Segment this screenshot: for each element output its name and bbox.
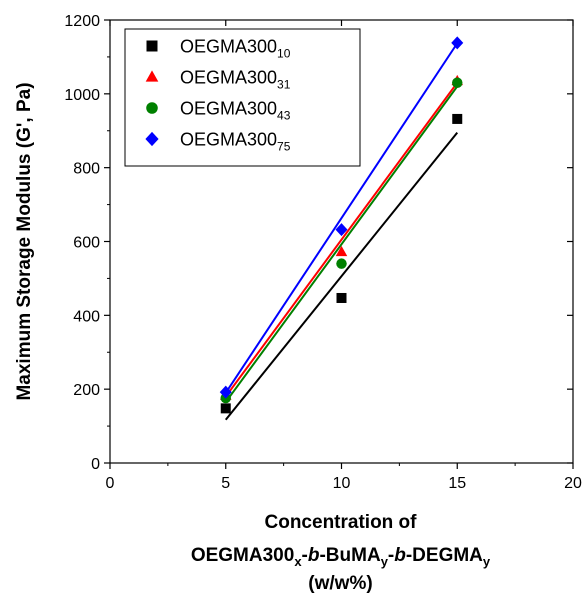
fit-line-10 — [224, 131, 459, 421]
x-tick-label: 20 — [564, 475, 582, 492]
x-tick-labels: 0 5 10 15 20 — [106, 475, 582, 492]
x-axis-title: Concentration of OEGMA300x-b-BuMAy-b-DEGM… — [191, 512, 491, 593]
fit-line-43 — [224, 85, 459, 403]
data-point-10 — [336, 292, 347, 303]
y-tick-label: 1200 — [64, 13, 100, 30]
data-point-10 — [452, 113, 463, 124]
y-tick-label: 0 — [91, 456, 100, 473]
legend-label-31: OEGMA30031 — [180, 68, 291, 92]
legend-marker-75 — [145, 131, 159, 147]
data-point-31 — [335, 245, 348, 257]
x-tick-label: 5 — [221, 475, 230, 492]
x-axis-title-line: OEGMA300x-b-BuMAy-b-DEGMAy — [191, 545, 491, 569]
legend-marker-31 — [145, 70, 159, 82]
x-tick-label: 15 — [448, 475, 466, 492]
y-tick-label: 1000 — [64, 87, 100, 104]
x-axis-title-line: (w/w%) — [308, 573, 372, 593]
legend-marker-10 — [146, 40, 158, 52]
data-point-75 — [335, 223, 348, 237]
data-point-10 — [220, 403, 231, 414]
legend-marker-43 — [146, 102, 158, 114]
data-point-75 — [451, 36, 464, 50]
plot-frame — [109, 19, 574, 464]
data-point-75 — [219, 385, 232, 399]
legend-label-10: OEGMA30010 — [180, 37, 291, 61]
y-tick-label: 600 — [73, 235, 100, 252]
y-tick-label: 400 — [73, 308, 100, 325]
legend-box — [124, 28, 361, 167]
data-points — [219, 36, 464, 414]
data-point-43 — [336, 258, 347, 269]
fit-lines — [224, 42, 459, 421]
x-tick-label: 0 — [106, 475, 115, 492]
legend: OEGMA30010 OEGMA30031 OEGMA30043 OEGMA30075 — [124, 28, 361, 167]
data-point-43 — [452, 77, 463, 89]
x-axis-title-line: Concentration of — [265, 512, 418, 533]
legend-label-75: OEGMA30075 — [180, 130, 291, 154]
legend-label-43: OEGMA30043 — [180, 99, 291, 123]
y-tick-label: 800 — [73, 161, 100, 178]
fit-line-31 — [224, 82, 459, 398]
x-tick-label: 10 — [333, 475, 351, 492]
fit-line-75 — [224, 42, 459, 394]
y-axis-title: Maximum Storage Modulus (G', Pa) — [14, 82, 35, 400]
y-tick-labels: 0 200 400 600 800 1000 1200 — [64, 13, 100, 473]
y-tick-label: 200 — [73, 382, 100, 399]
